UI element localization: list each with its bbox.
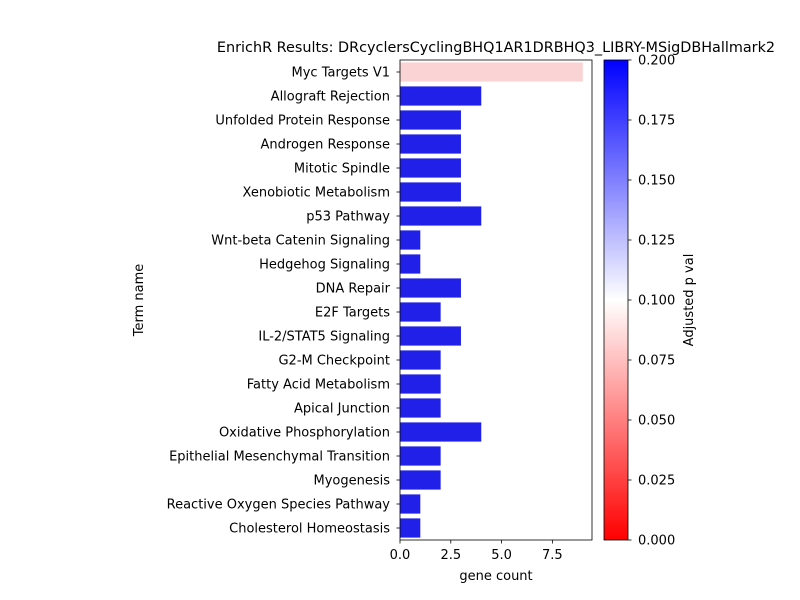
x-axis: 0.0 2.5 5.0 7.5 [390,540,563,563]
bar [400,86,482,106]
x-tick-label: 7.5 [542,548,563,563]
y-tick-label: Androgen Response [261,138,390,153]
bar [400,254,421,274]
y-tick-label: IL-2/STAT5 Signaling [258,330,390,345]
bar-group [400,62,583,538]
colorbar-ticks: 0.000 0.025 0.050 0.075 0.100 0.125 0.150 0.175… [628,54,675,549]
y-tick-label: Mitotic Spindle [294,162,390,177]
colorbar-label: Adjusted p val [682,254,697,347]
x-tick-label: 2.5 [440,548,461,563]
colorbar-tick-label: 0.200 [638,54,675,69]
colorbar-tick-label: 0.050 [638,414,675,429]
bar [400,182,461,202]
bar [400,470,441,490]
y-tick-label: Cholesterol Homeostasis [229,522,390,537]
bar [400,110,461,130]
y-tick-label: Allograft Rejection [271,90,390,105]
bar [400,398,441,418]
x-tick-label: 5.0 [491,548,512,563]
colorbar-tick-label: 0.100 [638,294,675,309]
bar [400,62,583,82]
bar [400,326,461,346]
y-tick-label: Hedgehog Signaling [259,258,390,273]
colorbar-tick-label: 0.025 [638,474,675,489]
y-tick-label: p53 Pathway [306,210,390,225]
bar [400,518,421,538]
y-tick-label: E2F Targets [315,306,390,321]
colorbar-tick-label: 0.075 [638,354,675,369]
y-axis-label: Term name [132,264,147,338]
bar [400,422,482,442]
y-tick-label: Myogenesis [313,474,390,489]
colorbar-tick-label: 0.150 [638,174,675,189]
y-tick-label: Reactive Oxygen Species Pathway [167,498,391,513]
y-tick-label: DNA Repair [316,282,391,297]
bar [400,494,421,514]
bar [400,230,421,250]
y-tick-labels: Myc Targets V1 Allograft Rejection Unfolde… [167,66,400,537]
x-tick-label: 0.0 [390,548,411,563]
bar [400,446,441,466]
bar [400,158,461,178]
y-tick-label: Apical Junction [294,402,390,417]
y-tick-label: Fatty Acid Metabolism [247,378,390,393]
y-tick-label: Xenobiotic Metabolism [243,186,390,201]
plot-frame [399,59,593,541]
y-tick-label: Myc Targets V1 [292,66,390,81]
chart-title: EnrichR Results: DRcyclersCyclingBHQ1AR1… [217,40,775,56]
x-axis-label: gene count [459,569,532,584]
y-tick-label: Oxidative Phosphorylation [219,426,390,441]
bar [400,206,482,226]
colorbar-tick-label: 0.000 [638,534,675,549]
colorbar-tick-label: 0.175 [638,114,675,129]
bar [400,350,441,370]
colorbar-tick-label: 0.125 [638,234,675,249]
colorbar [603,59,629,541]
bar [400,374,441,394]
bar [400,302,441,322]
y-tick-label: Epithelial Mesenchymal Transition [169,450,390,465]
y-tick-label: Wnt-beta Catenin Signaling [211,234,390,249]
y-tick-label: G2-M Checkpoint [278,354,390,369]
bar [400,278,461,298]
bar [400,134,461,154]
y-tick-label: Unfolded Protein Response [215,114,390,129]
